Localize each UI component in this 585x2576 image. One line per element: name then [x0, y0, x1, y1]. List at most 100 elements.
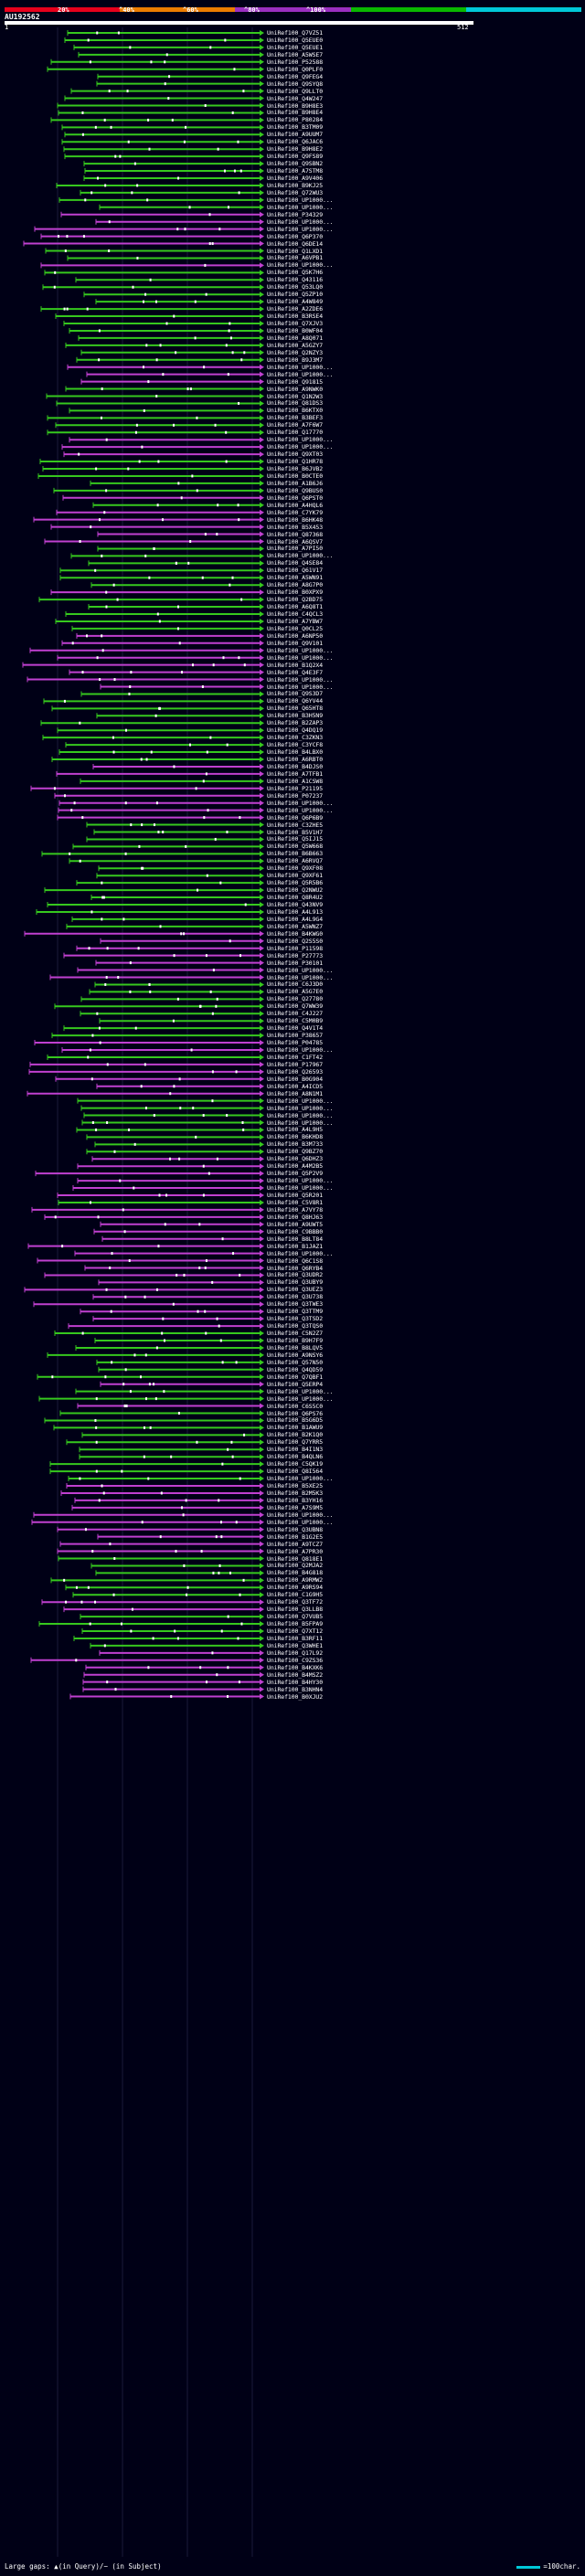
- hit-label-link[interactable]: UniRef100_A7VY78: [267, 1205, 324, 1214]
- hit-label-link[interactable]: UniRef100_B9H8E3: [267, 101, 324, 110]
- hit-label-link[interactable]: UniRef100_B6KTX0: [267, 407, 324, 415]
- hit-label-link[interactable]: UniRef100_B3YH16: [267, 1496, 324, 1504]
- hit-label-link[interactable]: UniRef100_P04785: [267, 1039, 324, 1047]
- hit-label-link[interactable]: UniRef100_A5WNZ7: [267, 922, 324, 930]
- hit-label-link[interactable]: UniRef100_A6VPB1: [267, 254, 324, 262]
- hit-label-link[interactable]: UniRef100_P27773: [267, 951, 324, 959]
- hit-label-link[interactable]: UniRef100_A4HQL6: [267, 501, 324, 509]
- hit-label-link[interactable]: UniRef100_Q818E1: [267, 1554, 324, 1563]
- hit-label-link[interactable]: UniRef100_A9TCZ7: [267, 1540, 324, 1548]
- hit-label-link[interactable]: UniRef100_P38657: [267, 1032, 324, 1040]
- hit-label-link[interactable]: UniRef100_Q5P2V9: [267, 1170, 324, 1178]
- hit-label-link[interactable]: UniRef100_B6HK48: [267, 515, 324, 524]
- hit-label-link[interactable]: UniRef100_Q6JAC6: [267, 138, 324, 146]
- hit-label-link[interactable]: UniRef100_UP1000...: [267, 1118, 334, 1127]
- hit-label-link[interactable]: UniRef100_UP1000...: [267, 675, 334, 684]
- hit-label-link[interactable]: UniRef100_UP1000...: [267, 1177, 334, 1185]
- hit-label-link[interactable]: UniRef100_Q9SBN2: [267, 160, 324, 168]
- hit-label-link[interactable]: UniRef100_UP1000...: [267, 436, 334, 444]
- hit-label-link[interactable]: UniRef100_Q4QD59: [267, 1365, 324, 1373]
- hit-label-link[interactable]: UniRef100_UP1000...: [267, 363, 334, 371]
- hit-label-link[interactable]: UniRef100_A6NP50: [267, 631, 324, 640]
- hit-label-link[interactable]: UniRef100_Q6P6B9: [267, 813, 324, 822]
- hit-label-link[interactable]: UniRef100_B4LBX0: [267, 748, 324, 757]
- hit-label-link[interactable]: UniRef100_UP1000...: [267, 973, 334, 981]
- hit-label-link[interactable]: UniRef100_A9NWK0: [267, 385, 324, 393]
- hit-label-link[interactable]: UniRef100_Q43NV9: [267, 901, 324, 908]
- hit-label-link[interactable]: UniRef100_Q9FS89: [267, 153, 324, 161]
- hit-label-link[interactable]: UniRef100_B0XJU2: [267, 1692, 324, 1701]
- hit-label-link[interactable]: UniRef100_UP1000...: [267, 261, 334, 270]
- hit-label-link[interactable]: UniRef100_A6RVQ7: [267, 857, 324, 865]
- hit-label-link[interactable]: UniRef100_Q1N2W3: [267, 392, 324, 400]
- hit-label-link[interactable]: UniRef100_Q0CL25: [267, 624, 324, 632]
- hit-label-link[interactable]: UniRef100_A9NSY6: [267, 1351, 324, 1359]
- hit-label-link[interactable]: UniRef100_A7S9M5: [267, 1503, 324, 1511]
- hit-label-link[interactable]: UniRef100_P07237: [267, 791, 324, 800]
- hit-label-link[interactable]: UniRef100_A8N1M1: [267, 1089, 324, 1097]
- hit-label-link[interactable]: UniRef100_C1FT42: [267, 1053, 324, 1061]
- hit-label-link[interactable]: UniRef100_Q3UBN8: [267, 1525, 324, 1533]
- hit-label-link[interactable]: UniRef100_Q9XF08: [267, 864, 324, 873]
- hit-label-link[interactable]: UniRef100_Q3U738: [267, 1293, 324, 1301]
- hit-label-link[interactable]: UniRef100_Q5ERP4: [267, 1380, 324, 1388]
- hit-label-link[interactable]: UniRef100_A7F6W7: [267, 421, 324, 429]
- hit-label-link[interactable]: UniRef100_UP1000...: [267, 225, 334, 233]
- hit-label-link[interactable]: UniRef100_P30101: [267, 959, 324, 967]
- hit-label-link[interactable]: UniRef100_B1Q2X4: [267, 661, 324, 669]
- hit-label-link[interactable]: UniRef100_Q6P370: [267, 232, 324, 240]
- hit-label-link[interactable]: UniRef100_Q17770: [267, 429, 324, 437]
- hit-label-link[interactable]: UniRef100_UP1000...: [267, 1046, 334, 1054]
- hit-label-link[interactable]: UniRef100_A4L9G4: [267, 915, 324, 923]
- hit-label-link[interactable]: UniRef100_C5M0B9: [267, 1017, 324, 1025]
- hit-label-link[interactable]: UniRef100_UP1000...: [267, 1097, 334, 1105]
- hit-label-link[interactable]: UniRef100_P17967: [267, 1060, 324, 1068]
- hit-label-link[interactable]: UniRef100_Q17L92: [267, 1648, 324, 1657]
- hit-label-link[interactable]: UniRef100_C5V8R1: [267, 1198, 324, 1206]
- hit-label-link[interactable]: UniRef100_B4KWG0: [267, 929, 324, 938]
- hit-label-link[interactable]: UniRef100_B9H8E4: [267, 109, 324, 117]
- hit-label-link[interactable]: UniRef100_A7STM8: [267, 167, 324, 175]
- hit-label-link[interactable]: UniRef100_UP1000...: [267, 799, 334, 807]
- hit-label-link[interactable]: UniRef100_C9BBB0: [267, 1227, 324, 1235]
- hit-label-link[interactable]: UniRef100_A7TFB1: [267, 769, 324, 778]
- hit-label-link[interactable]: UniRef100_Q2BD75: [267, 596, 324, 604]
- hit-label-link[interactable]: UniRef100_C3ZKN3: [267, 734, 324, 742]
- hit-label-link[interactable]: UniRef100_Q26593: [267, 1067, 324, 1076]
- hit-label-link[interactable]: UniRef100_A9V406: [267, 175, 324, 182]
- hit-label-link[interactable]: UniRef100_B3RF11: [267, 1634, 324, 1642]
- hit-label-link[interactable]: UniRef100_Q4W247: [267, 94, 324, 102]
- hit-label-link[interactable]: UniRef100_Q9BZ70: [267, 1148, 324, 1156]
- hit-label-link[interactable]: UniRef100_Q4SE84: [267, 559, 324, 567]
- hit-label-link[interactable]: UniRef100_Q7YRR5: [267, 1438, 324, 1447]
- hit-label-link[interactable]: UniRef100_UP1000...: [267, 1475, 334, 1483]
- hit-label-link[interactable]: UniRef100_P52588: [267, 58, 324, 66]
- hit-label-link[interactable]: UniRef100_C5N2Z7: [267, 1330, 324, 1338]
- hit-label-link[interactable]: UniRef100_P80284: [267, 116, 324, 124]
- hit-label-link[interactable]: UniRef100_B0G904: [267, 1075, 324, 1083]
- hit-label-link[interactable]: UniRef100_A1CSW8: [267, 777, 324, 785]
- hit-label-link[interactable]: UniRef100_A4L9H5: [267, 1126, 324, 1134]
- hit-label-link[interactable]: UniRef100_Q3UEZ3: [267, 1286, 324, 1294]
- hit-label-link[interactable]: UniRef100_A6RBT0: [267, 756, 324, 763]
- hit-label-link[interactable]: UniRef100_Q6PS76: [267, 1409, 324, 1417]
- hit-label-link[interactable]: UniRef100_A4ICD5: [267, 1082, 324, 1090]
- hit-label-link[interactable]: UniRef100_A5GZY7: [267, 341, 324, 349]
- hit-label-link[interactable]: UniRef100_C6J3D0: [267, 981, 324, 989]
- hit-label-link[interactable]: UniRef100_B5XE25: [267, 1482, 324, 1489]
- hit-label-link[interactable]: UniRef100_B9J3M7: [267, 355, 324, 364]
- hit-label-link[interactable]: UniRef100_Q1HR78: [267, 458, 324, 466]
- hit-label-link[interactable]: UniRef100_A8G7P0: [267, 581, 324, 589]
- hit-label-link[interactable]: UniRef100_Q9XF61: [267, 872, 324, 880]
- hit-label-link[interactable]: UniRef100_Q3TSD2: [267, 1315, 324, 1323]
- hit-label-link[interactable]: UniRef100_Q8HJ63: [267, 1213, 324, 1221]
- hit-label-link[interactable]: UniRef100_Q3UDR2: [267, 1271, 324, 1279]
- hit-label-link[interactable]: UniRef100_A9RMW2: [267, 1576, 324, 1585]
- hit-label-link[interactable]: UniRef100_UP1000...: [267, 1104, 334, 1112]
- hit-label-link[interactable]: UniRef100_B2ZAP3: [267, 719, 324, 727]
- hit-label-link[interactable]: UniRef100_A7PI50: [267, 545, 324, 553]
- hit-label-link[interactable]: UniRef100_UP1000...: [267, 966, 334, 974]
- hit-label-link[interactable]: UniRef100_UP1000...: [267, 1249, 334, 1257]
- hit-label-link[interactable]: UniRef100_Q2NWU2: [267, 886, 324, 895]
- hit-label-link[interactable]: UniRef100_UP1000...: [267, 1394, 334, 1403]
